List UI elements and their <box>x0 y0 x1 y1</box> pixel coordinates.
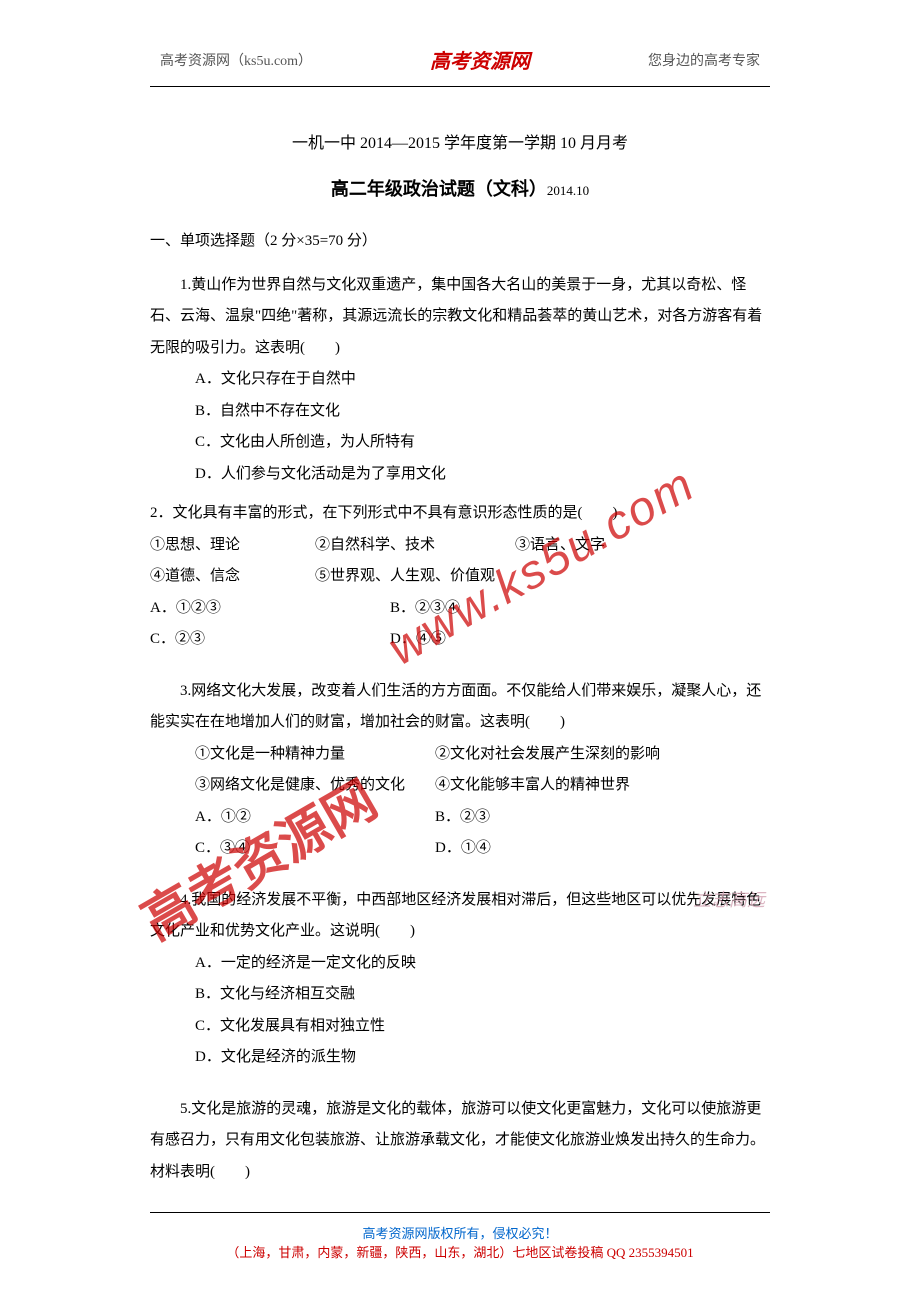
document-content: www.ks5u.com 高考资源网 立志高远 一机一中 2014—2015 学… <box>0 87 920 1212</box>
q2-option-a: A．①②③ <box>150 593 390 625</box>
q4-option-c: C．文化发展具有相对独立性 <box>150 1011 770 1043</box>
header-logo: 高考资源网 <box>430 45 530 74</box>
q3-option-a: A．①② <box>195 802 435 834</box>
header-right-text: 您身边的高考专家 <box>648 50 760 70</box>
exam-title-main: 高二年级政治试题（文科） <box>331 179 547 199</box>
q2-item4: ④道德、信念 <box>150 561 315 593</box>
question-5: 5.文化是旅游的灵魂，旅游是文化的载体，旅游可以使文化更富魅力，文化可以使旅游更… <box>150 1094 770 1189</box>
q1-option-a: A．文化只存在于自然中 <box>150 364 770 396</box>
q3-option-b: B．②③ <box>435 802 490 834</box>
q2-items-row1: ①思想、理论 ②自然科学、技术 ③语言、文字 <box>150 530 770 562</box>
q2-option-c: C．②③ <box>150 624 390 656</box>
q2-item3: ③语言、文字 <box>515 530 605 562</box>
q3-text: 3.网络文化大发展，改变着人们生活的方方面面。不仅能给人们带来娱乐，凝聚人心，还… <box>150 676 770 739</box>
q2-options-row2: C．②③ D．④⑤ <box>150 624 770 656</box>
q5-text: 5.文化是旅游的灵魂，旅游是文化的载体，旅游可以使文化更富魅力，文化可以使旅游更… <box>150 1094 770 1189</box>
q3-options-row2: C．③④ D．①④ <box>150 833 770 865</box>
q1-text: 1.黄山作为世界自然与文化双重遗产，集中国各大名山的美景于一身，尤其以奇松、怪石… <box>150 270 770 365</box>
question-3: 3.网络文化大发展，改变着人们生活的方方面面。不仅能给人们带来娱乐，凝聚人心，还… <box>150 676 770 865</box>
question-1: 1.黄山作为世界自然与文化双重遗产，集中国各大名山的美景于一身，尤其以奇松、怪石… <box>150 270 770 491</box>
page-header: 高考资源网（ks5u.com） 高考资源网 您身边的高考专家 <box>0 0 920 86</box>
question-4: 4.我国的经济发展不平衡，中西部地区经济发展相对滞后，但这些地区可以优先发展特色… <box>150 885 770 1074</box>
q1-option-b: B．自然中不存在文化 <box>150 396 770 428</box>
q4-option-a: A．一定的经济是一定文化的反映 <box>150 948 770 980</box>
header-left-text: 高考资源网（ks5u.com） <box>160 50 312 70</box>
q3-item3: ③网络文化是健康、优秀的文化 <box>195 770 435 802</box>
footer-contact: （上海，甘肃，内蒙，新疆，陕西，山东，湖北）七地区试卷投稿 QQ 2355394… <box>0 1242 920 1261</box>
q1-option-c: C．文化由人所创造，为人所特有 <box>150 427 770 459</box>
q3-item4: ④文化能够丰富人的精神世界 <box>435 770 630 802</box>
page-footer: 高考资源网版权所有，侵权必究！ （上海，甘肃，内蒙，新疆，陕西，山东，湖北）七地… <box>0 1213 920 1291</box>
q3-option-d: D．①④ <box>435 833 491 865</box>
q4-text: 4.我国的经济发展不平衡，中西部地区经济发展相对滞后，但这些地区可以优先发展特色… <box>150 885 770 948</box>
q3-item2: ②文化对社会发展产生深刻的影响 <box>435 739 660 771</box>
q2-item5: ⑤世界观、人生观、价值观 <box>315 561 495 593</box>
q4-option-d: D．文化是经济的派生物 <box>150 1042 770 1074</box>
q3-option-c: C．③④ <box>195 833 435 865</box>
q2-option-d: D．④⑤ <box>390 624 446 656</box>
q2-options-row1: A．①②③ B．②③④ <box>150 593 770 625</box>
q2-item2: ②自然科学、技术 <box>315 530 515 562</box>
q3-item1: ①文化是一种精神力量 <box>195 739 435 771</box>
footer-copyright: 高考资源网版权所有，侵权必究！ <box>0 1223 920 1242</box>
q3-items-row1: ①文化是一种精神力量 ②文化对社会发展产生深刻的影响 <box>150 739 770 771</box>
question-2: 2．文化具有丰富的形式，在下列形式中不具有意识形态性质的是( ) ①思想、理论 … <box>150 498 770 656</box>
exam-date: 2014.10 <box>547 183 589 198</box>
q2-option-b: B．②③④ <box>390 593 460 625</box>
q1-option-d: D．人们参与文化活动是为了享用文化 <box>150 459 770 491</box>
q2-text: 2．文化具有丰富的形式，在下列形式中不具有意识形态性质的是( ) <box>150 498 770 530</box>
q2-items-row2: ④道德、信念 ⑤世界观、人生观、价值观 <box>150 561 770 593</box>
exam-title-line1: 一机一中 2014—2015 学年度第一学期 10 月月考 <box>150 127 770 161</box>
q2-item1: ①思想、理论 <box>150 530 315 562</box>
q3-items-row2: ③网络文化是健康、优秀的文化 ④文化能够丰富人的精神世界 <box>150 770 770 802</box>
q3-options-row1: A．①② B．②③ <box>150 802 770 834</box>
exam-title-line2: 高二年级政治试题（文科）2014.10 <box>150 171 770 209</box>
section-header: 一、单项选择题（2 分×35=70 分） <box>150 226 770 258</box>
q4-option-b: B．文化与经济相互交融 <box>150 979 770 1011</box>
